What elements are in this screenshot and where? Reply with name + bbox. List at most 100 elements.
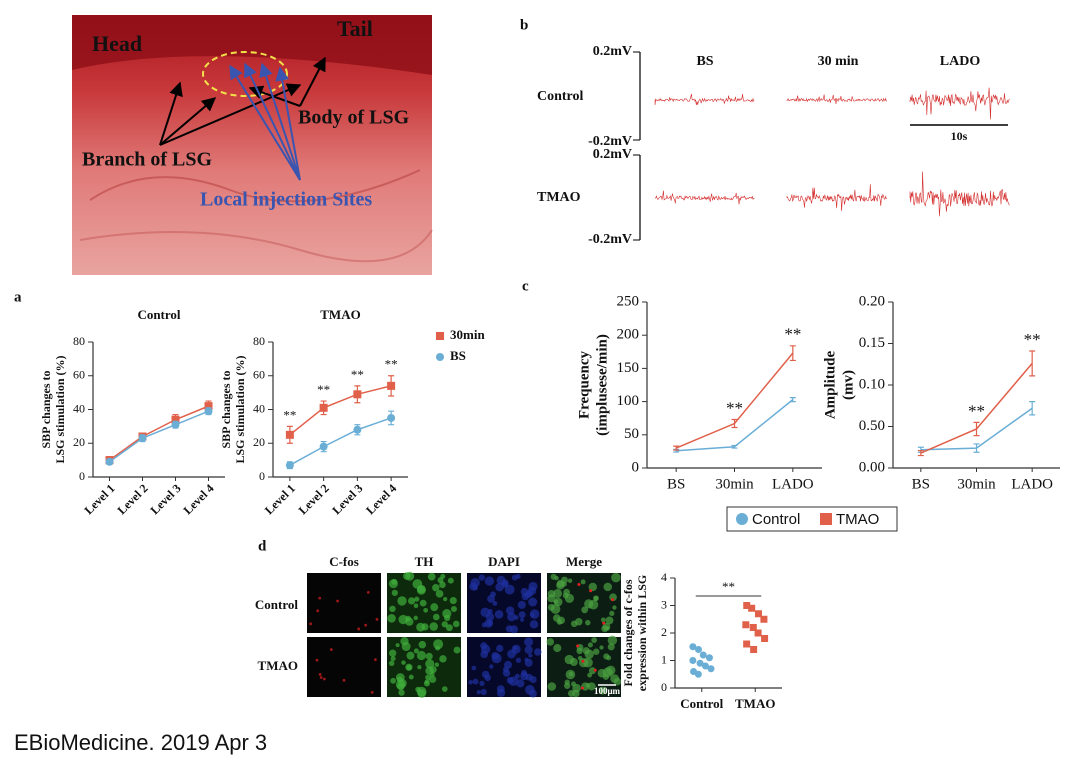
cell: [316, 609, 320, 613]
cell: [375, 617, 379, 621]
point: [319, 442, 328, 451]
legend-marker: [436, 332, 444, 340]
y-tick-label: 4: [661, 570, 667, 584]
photo: Head Tail Body of LSG Branch of LSG Loca…: [72, 15, 433, 275]
cell: [602, 621, 606, 625]
cell: [553, 597, 563, 607]
x-tick-label: Level 1: [82, 481, 118, 517]
row-label: Control: [537, 89, 584, 104]
cell: [510, 625, 519, 634]
cell: [364, 623, 368, 627]
scale-label: -0.2mV: [588, 134, 632, 149]
cell: [496, 685, 505, 693]
point: [743, 640, 751, 648]
cell: [602, 673, 609, 680]
point: [105, 457, 114, 466]
x-tick-label: Level 1: [262, 481, 298, 517]
significance: **: [317, 382, 330, 397]
trace: [909, 171, 1010, 217]
x-tick-label: Level 3: [148, 481, 184, 517]
cell: [492, 601, 498, 606]
cell: [572, 689, 580, 698]
cell: [398, 679, 407, 688]
y-tick-label: 2: [661, 625, 667, 639]
cell: [366, 591, 370, 594]
cell: [406, 651, 415, 660]
cell: [403, 572, 411, 580]
cell: [507, 612, 516, 622]
point: [696, 659, 704, 667]
cell: [370, 691, 374, 694]
cell: [425, 674, 431, 681]
y-tick-label: 0: [79, 469, 85, 483]
cell: [430, 603, 439, 612]
point: [285, 430, 294, 439]
cell: [547, 594, 556, 603]
cell: [567, 578, 573, 583]
cell: [593, 595, 599, 602]
cell: [521, 592, 529, 601]
cell: [429, 675, 437, 683]
cell: [609, 610, 615, 617]
cell: [484, 619, 493, 628]
cell: [546, 638, 555, 646]
point: [761, 635, 769, 642]
cell: [398, 689, 405, 696]
x-tick-label: Level 4: [363, 481, 399, 517]
legend-label: Control: [752, 511, 800, 528]
cell: [445, 624, 453, 632]
row-label: Control: [255, 597, 298, 612]
cell: [435, 589, 444, 598]
cell: [408, 674, 414, 680]
cell: [506, 676, 514, 684]
point: [387, 413, 396, 422]
x-tick-label: Level 2: [296, 481, 332, 517]
cell: [562, 581, 567, 587]
cell: [447, 577, 454, 584]
cell: [417, 665, 422, 670]
cell: [389, 605, 396, 613]
cell: [553, 644, 562, 653]
significance: **: [283, 407, 296, 422]
cell: [529, 675, 537, 683]
panel-letter: d: [258, 538, 267, 554]
panel-letter: b: [520, 17, 528, 33]
cell: [529, 620, 539, 629]
photo-label: Tail: [337, 16, 373, 41]
y-tick-label: 200: [617, 327, 640, 343]
point: [754, 629, 762, 637]
cell: [388, 660, 395, 667]
cell: [398, 614, 408, 625]
cell: [418, 640, 427, 649]
cell: [496, 575, 506, 585]
cell: [524, 658, 533, 667]
trace: [786, 94, 887, 105]
cell: [439, 581, 446, 589]
micrograph: [307, 637, 381, 697]
photo-label: Local injection Sites: [200, 189, 372, 211]
cell: [443, 614, 451, 622]
cell: [587, 672, 593, 678]
image-scale-label: 100μm: [594, 686, 621, 696]
point: [204, 407, 213, 416]
cell: [598, 686, 607, 695]
cell: [524, 645, 533, 654]
cell: [517, 600, 526, 609]
cell: [472, 584, 478, 591]
point: [750, 646, 758, 653]
cell: [390, 655, 396, 662]
cell: [387, 614, 396, 623]
x-tick-label: TMAO: [735, 696, 775, 711]
cell: [589, 589, 593, 593]
cell: [391, 578, 398, 585]
point: [204, 402, 213, 411]
panel-letter: a: [14, 289, 22, 305]
cell: [591, 637, 598, 643]
y-axis-label: expression within LSG: [635, 575, 649, 691]
cell: [480, 607, 490, 618]
cell: [441, 621, 448, 628]
y-tick-label: 60: [73, 368, 85, 382]
error-bar: [673, 445, 680, 451]
cell: [439, 655, 447, 663]
legend-label: 30min: [450, 327, 485, 342]
